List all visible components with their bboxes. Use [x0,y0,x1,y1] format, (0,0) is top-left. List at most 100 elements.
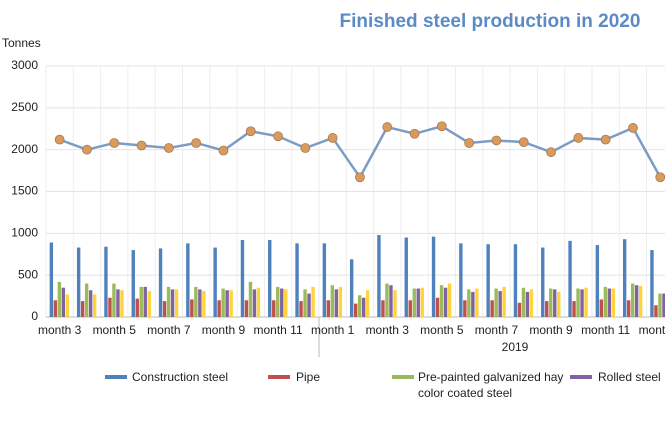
bar [443,287,448,317]
bar [557,291,561,317]
x-tick-label: month 5 [93,323,137,337]
bar [584,287,588,317]
marker [628,123,638,133]
bar [334,289,339,317]
bar [490,300,494,317]
bar [108,297,112,317]
y-tick-label: 2500 [11,100,38,114]
bar [143,286,147,317]
bar [174,289,179,317]
bar [284,289,288,317]
bar [84,283,89,317]
bar [322,243,327,317]
bar [186,243,190,317]
bar [326,300,331,317]
legend-label: Pre-painted galvanized hay color coated … [418,370,564,400]
marker [355,172,365,183]
x-tick-label: month 9 [529,323,573,337]
bar [357,295,362,317]
bar [135,298,139,317]
bar [475,288,479,317]
marker [655,172,665,183]
bar [572,301,576,317]
bar [202,291,206,317]
marker [82,144,92,155]
bar [80,301,85,317]
y-tick-label: 0 [31,309,38,323]
bar [498,291,502,317]
bar [162,301,167,317]
x-tick-label: month 7 [147,323,191,337]
x-tick-label: month 9 [202,323,246,337]
y-tick-label: 3000 [11,58,38,72]
bar [467,289,471,317]
bar [603,286,608,317]
bar [256,287,261,317]
marker [300,143,311,153]
marker [327,133,338,143]
marker [491,135,502,146]
y-tick-label: 1000 [11,226,38,240]
marker [600,134,611,145]
bar [381,300,385,317]
legend-swatch [268,375,290,379]
bar [611,288,616,317]
bar [353,303,358,317]
bar [412,288,416,317]
x-tick-label: month 3 [366,323,410,337]
bar [420,287,424,317]
bar [120,290,124,317]
bar [502,286,506,317]
bar [553,289,557,317]
marker [573,133,584,143]
bar [240,240,245,317]
bar [517,302,522,317]
bar [471,291,475,317]
bar [404,237,408,317]
y-tick-label: 2000 [11,142,38,156]
x-tick-label: month 1 [639,323,665,337]
bar [549,288,553,317]
bar [311,286,315,317]
legend-label: Pipe [296,370,321,384]
bar [252,289,257,317]
marker [163,143,174,153]
bar [626,300,631,317]
bar [525,291,530,317]
marker [409,128,420,139]
line [59,124,662,180]
x-tick-label: month 1 [311,323,355,337]
bar [272,300,276,317]
legend-swatch [392,375,414,379]
bar [463,300,467,317]
bar [295,243,299,317]
bar [576,288,580,317]
y-tick-label: 500 [18,267,38,281]
bar [213,247,217,317]
bar [88,290,93,317]
legend-swatch [105,375,127,379]
bar [361,297,366,317]
year-label: 2019 [502,340,529,354]
bar [198,289,202,317]
bar [521,287,526,317]
bar [658,293,662,317]
bar [65,294,70,317]
bar [299,301,303,317]
bar [190,299,194,317]
bar [494,288,498,317]
bar [638,286,643,317]
legend-label: Construction steel [132,370,229,384]
bar [330,285,335,317]
bar [244,300,249,317]
bar [431,236,436,317]
bar [268,240,272,317]
x-tick-label: month 7 [475,323,519,337]
bar [104,246,108,317]
bar [529,289,534,317]
bar [112,283,116,317]
marker [109,138,120,148]
chart-title: Finished steel production in 2020 [340,11,641,32]
bar [147,291,151,317]
